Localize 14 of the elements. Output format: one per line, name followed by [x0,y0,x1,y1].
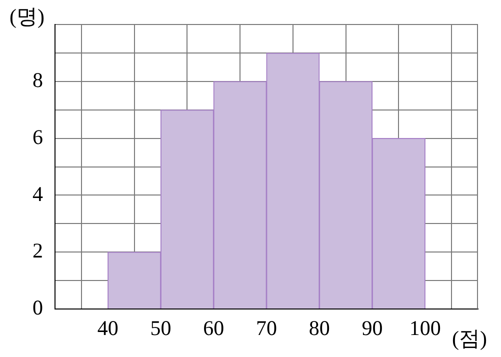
y-tick-label: 8 [32,68,43,92]
x-tick-label: 50 [150,316,172,340]
y-tick-label: 0 [32,296,43,320]
x-tick-label: 40 [97,316,118,340]
y-tick-label: 6 [32,124,43,149]
x-tick-label: 80 [308,316,330,340]
x-tick-label: 60 [203,316,224,340]
y-axis-title: (명) [10,4,44,29]
x-tick-label: 100 [409,316,441,340]
x-axis-title: (점) [452,326,487,351]
x-tick-label: 90 [362,316,383,340]
x-tick-label: 70 [256,316,277,340]
y-tick-label: 4 [32,182,44,206]
y-tick-label: 2 [32,238,43,263]
